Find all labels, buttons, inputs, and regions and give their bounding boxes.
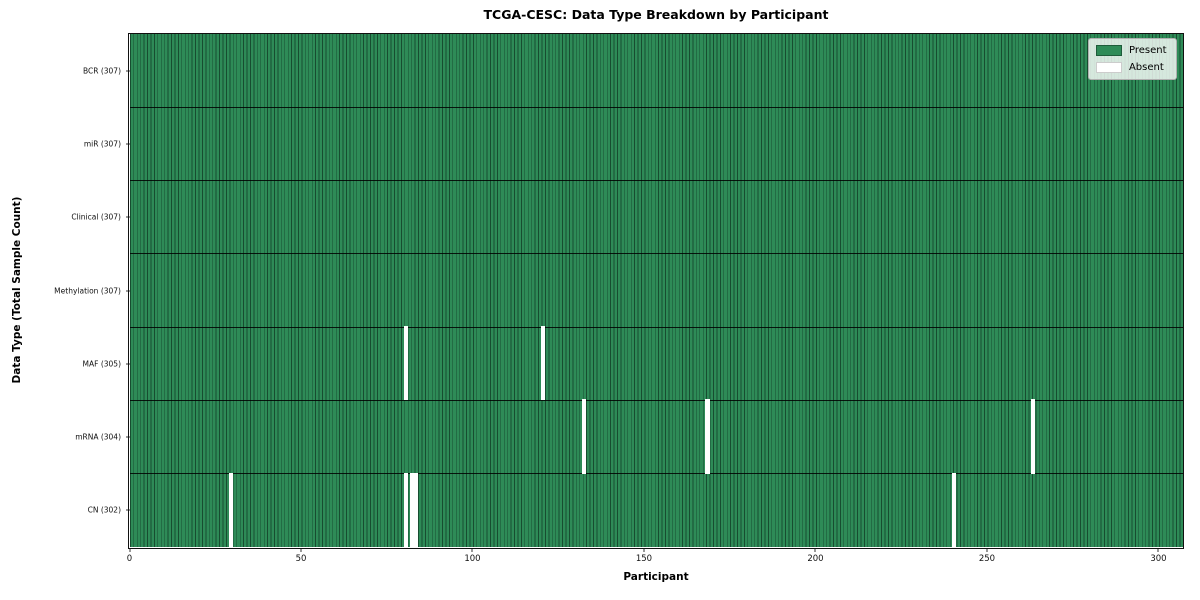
legend-swatch-absent bbox=[1095, 62, 1122, 73]
y-tick-mark bbox=[125, 143, 130, 145]
heatmap-row-methylation bbox=[129, 253, 1183, 328]
row-divider bbox=[129, 106, 1183, 108]
x-tick-label-150: 150 bbox=[635, 554, 653, 564]
x-tick-label-100: 100 bbox=[464, 554, 481, 564]
y-tick-label-cn: CN (302) bbox=[87, 505, 121, 515]
y-tick-label-maf: MAF (305) bbox=[82, 359, 121, 369]
legend-swatch-present bbox=[1095, 45, 1122, 56]
heatmap-row-maf bbox=[129, 327, 1183, 401]
heatmap-row-cn bbox=[129, 473, 1183, 547]
x-tick-label-0: 0 bbox=[126, 554, 133, 564]
y-tick-mark bbox=[125, 436, 130, 438]
legend-label: Absent bbox=[1128, 62, 1164, 73]
absent-bar-maf-80 bbox=[403, 326, 408, 401]
x-tick-mark bbox=[471, 547, 473, 552]
x-tick-mark bbox=[986, 547, 988, 552]
heatmap-row-mir bbox=[129, 107, 1183, 181]
absent-bar-cn-80 bbox=[403, 472, 408, 547]
x-tick-label-50: 50 bbox=[295, 554, 307, 564]
heatmap-row-bcr bbox=[129, 34, 1183, 108]
y-tick-mark bbox=[125, 216, 130, 218]
x-tick-mark bbox=[814, 547, 816, 552]
row-divider bbox=[129, 326, 1183, 328]
row-divider bbox=[129, 180, 1183, 182]
legend-entry-absent: Absent bbox=[1095, 62, 1167, 73]
y-tick-mark bbox=[125, 70, 130, 72]
y-tick-label-mir: miR (307) bbox=[83, 139, 121, 149]
absent-bar-maf-120 bbox=[540, 326, 545, 401]
absent-bar-mrna-132 bbox=[581, 399, 587, 474]
heatmap-row-clinical bbox=[129, 180, 1183, 254]
absent-bar-cn-29 bbox=[228, 472, 233, 547]
legend-entry-present: Present bbox=[1095, 45, 1167, 56]
y-tick-label-bcr: BCR (307) bbox=[82, 66, 121, 76]
x-tick-label-200: 200 bbox=[807, 554, 824, 564]
row-divider bbox=[129, 253, 1183, 255]
absent-bar-mrna-263 bbox=[1031, 399, 1036, 474]
x-tick-mark bbox=[1157, 547, 1159, 552]
absent-bar-mrna-168 bbox=[705, 399, 710, 474]
absent-bar-cn-83 bbox=[413, 472, 418, 547]
row-divider bbox=[129, 399, 1183, 401]
x-tick-mark bbox=[129, 547, 130, 552]
x-tick-label-250: 250 bbox=[978, 554, 996, 564]
x-axis-title: Participant bbox=[623, 571, 689, 583]
x-tick-mark bbox=[300, 547, 302, 552]
y-tick-mark bbox=[125, 363, 130, 365]
x-tick-label-300: 300 bbox=[1150, 554, 1167, 564]
y-tick-mark bbox=[125, 290, 130, 291]
chart-title: TCGA-CESC: Data Type Breakdown by Partic… bbox=[483, 7, 829, 22]
y-tick-label-mrna: mRNA (304) bbox=[75, 432, 121, 442]
legend: Present Absent bbox=[1087, 38, 1177, 80]
heatmap-row-mrna bbox=[129, 400, 1183, 474]
absent-bar-cn-82 bbox=[410, 472, 415, 547]
y-tick-label-methylation: Methylation (307) bbox=[54, 286, 121, 295]
y-tick-mark bbox=[125, 509, 130, 511]
legend-label: Present bbox=[1128, 45, 1167, 56]
absent-bar-cn-240 bbox=[952, 472, 957, 547]
y-tick-label-clinical: Clinical (307) bbox=[71, 212, 121, 222]
x-tick-mark bbox=[643, 547, 645, 552]
plot-area: Present Absent bbox=[128, 32, 1184, 549]
row-divider bbox=[129, 473, 1183, 475]
